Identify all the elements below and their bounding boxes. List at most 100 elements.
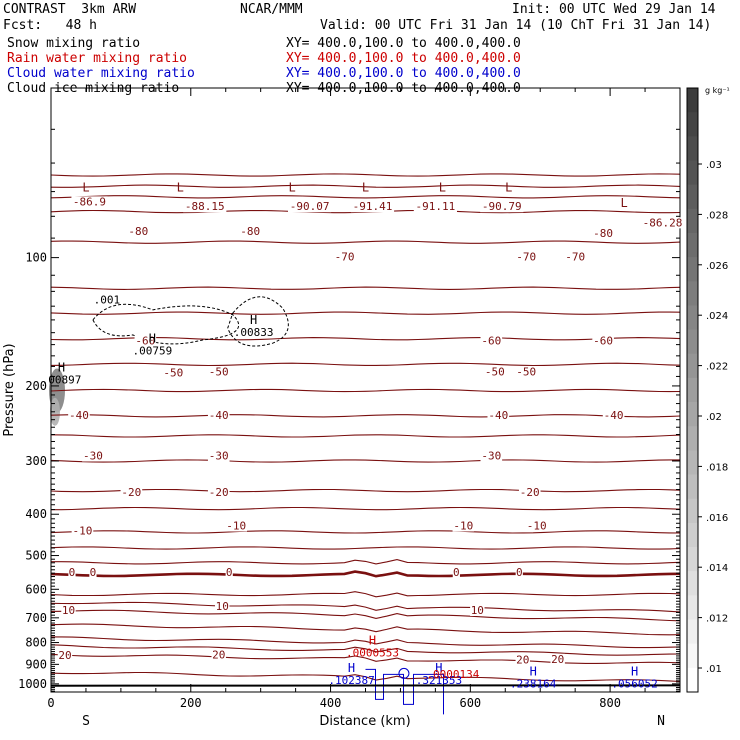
colorbar-segment: [687, 160, 698, 186]
isotherm-line: [51, 636, 681, 649]
isotherm-label: -70: [565, 250, 585, 263]
extremum-value: .056052: [611, 678, 657, 691]
extremum-marker: L: [505, 181, 512, 195]
isotherm-label: -80: [128, 225, 148, 238]
isotherm-line: [50, 414, 681, 418]
contour-label-bg: [127, 225, 150, 237]
colorbar-tick-label: .01: [706, 664, 722, 675]
extremum-value: .0000553: [346, 646, 399, 659]
contour-label-bg: [68, 410, 90, 422]
contour-label-bg: [515, 366, 538, 378]
y-tick-label: 400: [25, 507, 47, 521]
isotherm-label: -90.07: [290, 200, 330, 213]
forecast-hour: Fcst: 48 h: [3, 18, 97, 33]
y-tick-label: 300: [25, 454, 47, 468]
valid-time: Valid: 00 UTC Fri 31 Jan 14 (10 ChT Fri …: [320, 18, 712, 33]
isotherm-line: [50, 653, 681, 664]
isotherm-label: -50: [516, 365, 536, 378]
colorbar-segment: [687, 426, 698, 451]
isotherm-line: [50, 184, 681, 188]
snow-contour: [227, 296, 289, 347]
extremum-marker: H: [530, 665, 537, 679]
extremum-marker: L: [439, 181, 446, 195]
field-xy-cloud-ice: XY= 400.0,100.0 to 400.0,400.0: [286, 81, 521, 96]
isotherm-label: -80: [240, 225, 260, 238]
colorbar-tick-label: .018: [706, 462, 728, 473]
isotherm-label: -10: [453, 519, 473, 532]
colorbar-tick-label: .026: [706, 261, 728, 272]
isotherm-label: 0: [69, 566, 76, 579]
colorbar-segment: [687, 377, 698, 403]
contour-label-bg: [470, 605, 485, 617]
extremum-value: .00759: [132, 344, 172, 357]
contour-label-bg: [515, 251, 538, 263]
contour-label-bg: [183, 201, 227, 213]
contour-label-bg: [480, 201, 524, 213]
isotherm-label: -50: [485, 365, 505, 378]
contour-label-bg: [57, 650, 73, 662]
colorbar-segment: [687, 112, 698, 137]
extremum-marker: L: [620, 196, 627, 210]
isotherm-label: -40: [488, 409, 508, 422]
colorbar-segment: [687, 329, 698, 355]
contour-label-bg: [162, 367, 185, 379]
colorbar-segment: [687, 402, 698, 427]
isotherm-line: [50, 488, 681, 493]
extremum-value: .102387: [328, 674, 374, 687]
colorbar-segment: [687, 498, 698, 524]
extremum-marker: H: [58, 360, 65, 374]
contour-label-bg: [487, 410, 510, 422]
south-label: S: [82, 714, 90, 729]
colorbar-segment: [687, 522, 698, 548]
field-xy-cloud-water: XY= 400.0,100.0 to 400.0,400.0: [286, 66, 521, 81]
contour-label-bg: [350, 201, 395, 213]
x-tick-label: 800: [599, 696, 621, 710]
colorbar-tick-label: .03: [706, 160, 722, 171]
isotherm-line: [50, 530, 681, 534]
isotherm-label: 20: [551, 653, 564, 666]
contour-label-bg: [550, 653, 565, 665]
colorbar-segment: [687, 136, 698, 161]
cloud-water-contour: [365, 668, 444, 715]
isotherm-label: 10: [471, 604, 484, 617]
contour-label-bg: [413, 201, 457, 213]
contour-label-bg: [640, 217, 685, 229]
colorbar-segment: [687, 305, 698, 331]
isotherm-line: [50, 240, 681, 244]
colorbar-segment: [687, 208, 698, 234]
isotherm-label: 0: [226, 566, 233, 579]
colorbar-segment: [687, 474, 698, 500]
y-tick-label: 500: [25, 549, 47, 563]
isotherm-label: -50: [209, 365, 229, 378]
isotherm-line: [50, 671, 681, 683]
isotherm-label: -30: [481, 449, 501, 462]
extremum-marker: L: [177, 181, 184, 195]
field-name-cloud-ice: Cloud ice mixing ratio: [7, 81, 180, 96]
colorbar-unit: g kg⁻¹: [705, 86, 730, 95]
contour-label-bg: [452, 566, 460, 578]
contour-label-bg: [480, 335, 503, 347]
plot-border: [50, 87, 681, 693]
colorbar-segment: [687, 450, 698, 476]
contour-label-bg: [71, 525, 94, 537]
contour-label-bg: [207, 450, 230, 462]
contour-label-bg: [89, 566, 97, 578]
isotherm-label: -80: [593, 227, 613, 240]
isotherm-label: -20: [520, 486, 540, 499]
isotherm-label: -88.15: [185, 200, 225, 213]
isotherm-line: [50, 570, 681, 578]
contour-label-bg: [602, 410, 625, 422]
isotherm-label: 10: [62, 604, 75, 617]
y-tick-label: 700: [25, 611, 47, 625]
organization: NCAR/MMM: [240, 2, 303, 17]
x-axis-label: Distance (km): [319, 714, 410, 729]
field-name-snow: Snow mixing ratio: [7, 36, 141, 51]
contour-label-bg: [207, 366, 230, 378]
field-xy-rain: XY= 400.0,100.0 to 400.0,400.0: [286, 51, 521, 66]
isotherm-line: [50, 601, 681, 613]
extremum-marker: H: [435, 661, 442, 675]
y-axis-label: Pressure (hPa): [2, 343, 17, 436]
contour-label-bg: [480, 450, 503, 462]
colorbar-tick-label: .012: [706, 614, 728, 625]
